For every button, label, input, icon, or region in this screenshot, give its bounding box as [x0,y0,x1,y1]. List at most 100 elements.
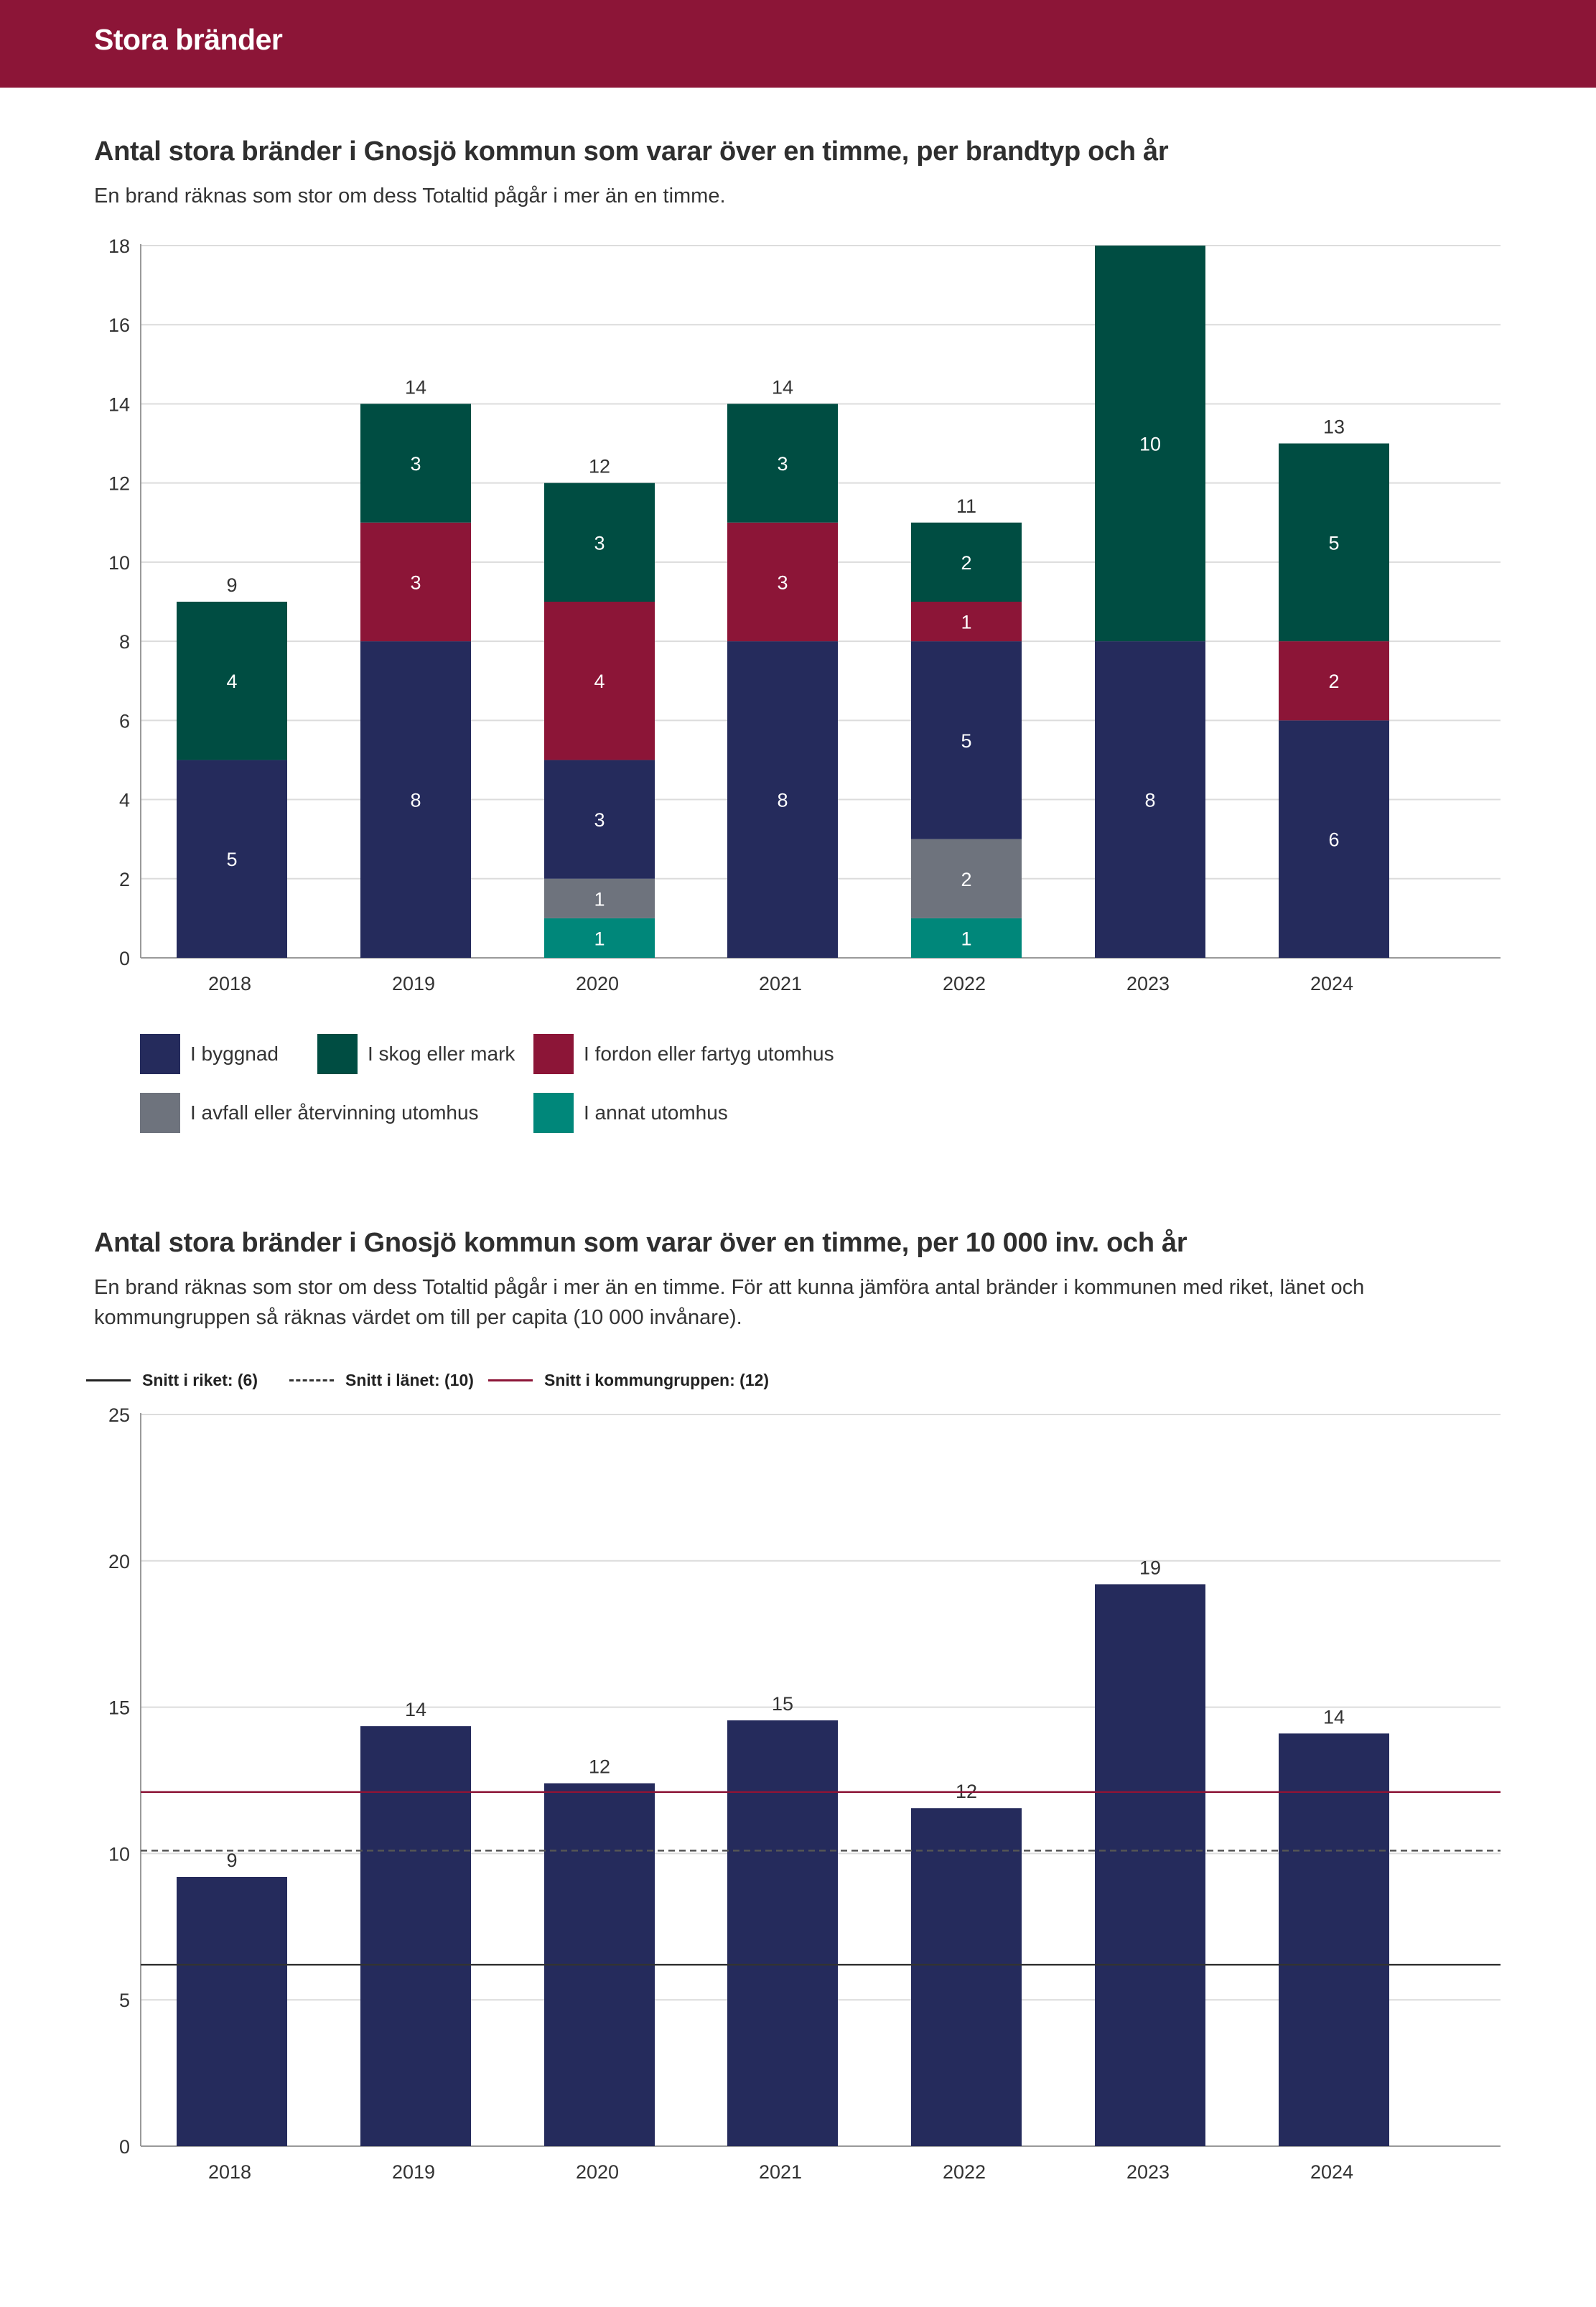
legend-item-skog: I skog eller mark [317,1034,515,1074]
y-tick-label: 12 [108,473,130,495]
bar-segment [727,522,838,642]
legend-label-annat: I annat utomhus [584,1101,728,1124]
bar-segment [177,760,287,958]
x-tick-label: 2023 [1126,2161,1170,2183]
segment-label: 5 [1328,532,1339,554]
legend-item-riket: Snitt i riket: (6) [86,1368,258,1392]
legend-label-lanet: Snitt i länet: (10) [345,1370,474,1389]
legend-label-byggnad: I byggnad [190,1043,279,1065]
bar-segment [360,404,471,523]
y-tick-label: 25 [108,1404,130,1426]
segment-label: 3 [777,572,788,593]
total-label: 9 [226,574,237,596]
legend-label-avfall: I avfall eller återvinning utomhus [190,1101,479,1124]
page-header-bar: Stora bränder [0,0,1596,88]
y-tick-label: 18 [108,236,130,257]
segment-label: 8 [410,790,421,811]
bar-segment [544,878,655,918]
legend-label-riket: Snitt i riket: (6) [142,1370,258,1389]
legend-item-fordon: I fordon eller fartyg utomhus [533,1034,834,1074]
chart1-title: Antal stora bränder i Gnosjö kommun som … [94,136,1169,167]
value-label: 19 [1139,1557,1161,1578]
y-tick-label: 6 [119,710,130,732]
x-tick-label: 2018 [208,2161,251,2183]
bar-segment [544,760,655,879]
y-tick-label: 16 [108,314,130,336]
bar [727,1720,838,2146]
segment-label: 8 [777,790,788,811]
chart2-legend: Snitt i riket: (6) Snitt i länet: (10) S… [86,1368,876,1392]
legend-swatch-fordon [533,1034,574,1074]
bar-segment [360,641,471,958]
x-tick-label: 2020 [576,973,619,994]
chart2-title: Antal stora bränder i Gnosjö kommun som … [94,1228,1187,1258]
legend-label-kommungruppen: Snitt i kommungruppen: (12) [544,1370,770,1389]
y-tick-label: 4 [119,790,130,811]
bar-segment [1279,641,1389,721]
segment-label: 1 [594,888,605,910]
bar-segment [727,641,838,958]
segment-label: 1 [594,928,605,949]
chart1-stacked-bar-chart: 0246810121416185492018833142019113431220… [108,236,1501,994]
chart2-subtitle: En brand räknas som stor om dess Totalti… [94,1276,1365,1329]
y-tick-label: 0 [119,2136,130,2158]
bar-segment [911,641,1022,839]
segment-label: 1 [961,612,971,633]
segment-label: 1 [961,928,971,949]
y-tick-label: 14 [108,393,130,415]
bar-segment [544,483,655,602]
legend-item-avfall: I avfall eller återvinning utomhus [140,1093,479,1133]
segment-label: 8 [1144,790,1155,811]
segment-label: 3 [410,572,421,593]
legend-item-annat: I annat utomhus [533,1093,728,1133]
legend-label-skog: I skog eller mark [368,1043,515,1065]
chart1-subtitle: En brand räknas som stor om dess Totalti… [94,185,726,208]
legend-line-riket [86,1379,131,1381]
y-tick-label: 20 [108,1551,130,1572]
bar-segment [1095,641,1205,958]
value-label: 14 [1323,1706,1345,1728]
segment-label: 5 [961,730,971,752]
total-label: 14 [405,376,426,398]
bar-segment [911,602,1022,642]
value-label: 14 [405,1699,426,1720]
segment-label: 6 [1328,829,1339,851]
segment-label: 2 [961,869,971,890]
bar-segment [177,602,287,760]
y-tick-label: 0 [119,948,130,969]
y-tick-label: 5 [119,1990,130,2011]
bar-segment [727,404,838,523]
segment-label: 4 [226,671,237,692]
total-label: 14 [772,376,793,398]
legend-swatch-annat [533,1093,574,1133]
total-label: 13 [1323,416,1345,438]
legend-item-lanet: Snitt i länet: (10) [289,1368,474,1392]
y-tick-label: 15 [108,1697,130,1719]
segment-label: 10 [1139,434,1161,455]
x-tick-label: 2019 [392,2161,435,2183]
x-tick-label: 2022 [943,973,986,994]
x-tick-label: 2021 [759,2161,802,2183]
x-tick-label: 2020 [576,2161,619,2183]
bar-segment [1279,720,1389,958]
legend-swatch-skog [317,1034,358,1074]
bar-segment [544,602,655,760]
segment-label: 3 [777,453,788,475]
bar-segment [911,918,1022,958]
segment-label: 3 [594,809,605,831]
legend-swatch-byggnad [140,1034,180,1074]
y-tick-label: 8 [119,631,130,653]
bar [911,1808,1022,2146]
page-title: Stora bränder [94,23,283,56]
bar-segment [911,839,1022,918]
value-label: 12 [589,1756,610,1778]
y-tick-label: 10 [108,552,130,574]
legend-item-kommungruppen: Snitt i kommungruppen: (12) [488,1368,769,1392]
bar-segment [1095,246,1205,642]
x-tick-label: 2022 [943,2161,986,2183]
total-label: 11 [956,495,976,517]
bar-segment [911,522,1022,602]
legend-swatch-avfall [140,1093,180,1133]
bar-segment [544,918,655,958]
